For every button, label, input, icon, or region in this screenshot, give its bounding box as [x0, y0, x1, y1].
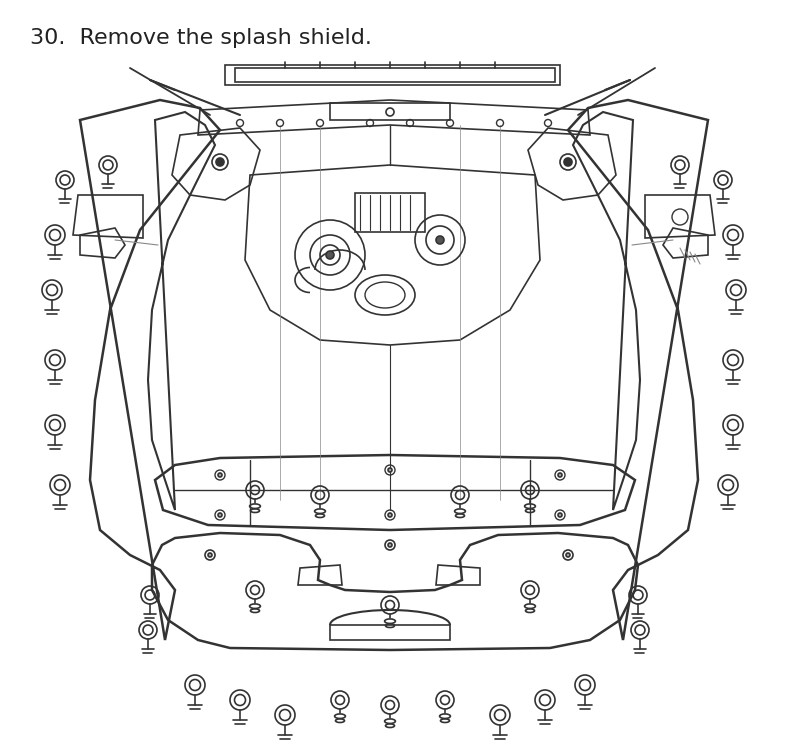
Text: 30.  Remove the splash shield.: 30. Remove the splash shield.	[30, 28, 372, 48]
Circle shape	[326, 251, 334, 259]
Circle shape	[564, 158, 572, 166]
Circle shape	[208, 553, 212, 557]
Circle shape	[558, 513, 562, 517]
Circle shape	[218, 473, 222, 477]
Circle shape	[436, 236, 444, 244]
Circle shape	[388, 468, 392, 472]
Circle shape	[566, 553, 570, 557]
Circle shape	[388, 513, 392, 517]
Circle shape	[218, 513, 222, 517]
Circle shape	[216, 158, 224, 166]
Circle shape	[558, 473, 562, 477]
Circle shape	[388, 543, 392, 547]
